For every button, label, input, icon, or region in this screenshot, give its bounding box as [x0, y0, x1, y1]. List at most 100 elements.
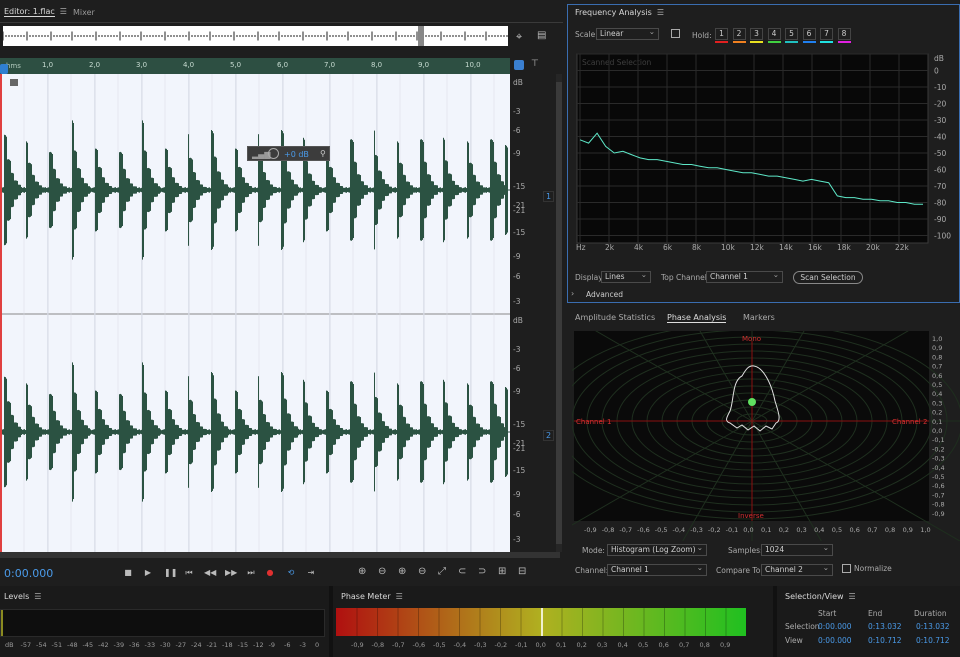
- advanced-chevron-icon[interactable]: ›: [571, 289, 575, 298]
- pin-icon[interactable]: ⊤: [531, 59, 539, 69]
- pause-icon[interactable]: ❚❚: [164, 568, 178, 577]
- waveform-sample: [436, 185, 437, 195]
- db-tick: -9: [513, 490, 521, 499]
- waveform-sample: [85, 183, 86, 197]
- zoom-in-end-icon[interactable]: ⊃: [478, 566, 487, 577]
- waveform-sample: [329, 409, 330, 455]
- waveform-sample: [68, 429, 69, 435]
- volume-hud[interactable]: ▂▄▆ +0 dB ⚲: [247, 146, 330, 161]
- waveform-sample: [108, 183, 109, 197]
- selection-menu-icon[interactable]: ☰: [848, 592, 856, 601]
- zoom-in-amplitude-icon[interactable]: ⊕: [358, 566, 367, 577]
- waveform-sample: [433, 181, 434, 199]
- selection-duration[interactable]: 0:13.032: [916, 622, 950, 631]
- waveform-sample: [59, 420, 60, 444]
- waveform-sample: [96, 390, 97, 474]
- loop-icon[interactable]: ⟲: [287, 568, 295, 577]
- time-display[interactable]: 0:00.000: [4, 567, 54, 580]
- waveform-sample: [146, 393, 147, 471]
- frequency-graph[interactable]: Scanned Selection dB 0 -10 -20 -30 -40 -50 -60 -…: [574, 52, 954, 254]
- play-icon[interactable]: ▶: [144, 568, 152, 577]
- view-end[interactable]: 0:10.712: [868, 636, 902, 645]
- vertical-scrollbar[interactable]: [556, 74, 562, 552]
- selection-start[interactable]: 0:00.000: [818, 622, 852, 631]
- normalize-checkbox[interactable]: [842, 564, 851, 573]
- hold-button-5[interactable]: 5: [785, 28, 798, 40]
- inverse-label: Inverse: [738, 512, 764, 520]
- hold-button-1[interactable]: 1: [715, 28, 728, 40]
- zoom-out-full-icon[interactable]: ⤢: [438, 566, 446, 577]
- skip-end-icon[interactable]: ⏭: [247, 568, 255, 577]
- samples-select[interactable]: 1024: [761, 543, 833, 556]
- zoom-in-start-icon[interactable]: ⊂: [458, 566, 467, 577]
- horizontal-scrollbar[interactable]: [0, 552, 560, 558]
- advanced-toggle[interactable]: Advanced: [586, 290, 624, 299]
- top-channel-select[interactable]: Channel 1: [706, 270, 783, 283]
- snap-icon[interactable]: [514, 60, 524, 70]
- levels-menu-icon[interactable]: ☰: [34, 592, 42, 601]
- zoom-in-time-icon[interactable]: ⊕: [398, 566, 407, 577]
- waveform-overview[interactable]: [3, 26, 508, 46]
- tab-phase-analysis[interactable]: Phase Analysis: [667, 313, 727, 323]
- tab-amplitude-statistics[interactable]: Amplitude Statistics: [575, 313, 656, 322]
- compare-select[interactable]: Channel 2: [761, 563, 833, 576]
- phase-meter-tick: 0,1: [556, 641, 567, 649]
- zoom-selection-icon[interactable]: ⊞: [498, 566, 507, 577]
- scale-select[interactable]: Linear: [596, 27, 659, 40]
- volume-value[interactable]: +0 dB: [284, 150, 309, 159]
- waveform-sample: [211, 372, 212, 492]
- zoom-navigator-icon[interactable]: ⌖: [516, 30, 523, 43]
- hold-button-4[interactable]: 4: [767, 28, 781, 40]
- waveform-sample: [134, 428, 135, 436]
- mixer-tab[interactable]: Mixer: [73, 8, 95, 17]
- fast-forward-icon[interactable]: ▶▶: [225, 568, 238, 577]
- mode-select[interactable]: Histogram (Log Zoom): [607, 543, 707, 556]
- editor-tab[interactable]: Editor: 1.flac ☰: [4, 7, 67, 17]
- skip-selection-icon[interactable]: ⇥: [307, 568, 315, 577]
- hold-button-3[interactable]: 3: [750, 28, 763, 40]
- selection-end[interactable]: 0:13.032: [868, 622, 902, 631]
- channel-select[interactable]: Channel 1: [607, 563, 707, 576]
- hold-button-2[interactable]: 2: [732, 28, 746, 40]
- waveform-sample: [395, 187, 396, 193]
- view-duration[interactable]: 0:10.712: [916, 636, 950, 645]
- waveform-sample: [37, 181, 38, 199]
- waveform-sample: [356, 162, 357, 218]
- zoom-tracks-icon[interactable]: ⊟: [518, 566, 527, 577]
- view-start[interactable]: 0:00.000: [818, 636, 852, 645]
- playhead-handle[interactable]: [0, 64, 8, 74]
- hold-button-7[interactable]: 7: [820, 28, 833, 40]
- freeze-icon[interactable]: [671, 29, 680, 38]
- waveform-sample: [346, 187, 347, 193]
- waveform-sample: [127, 178, 128, 202]
- hold-button-8[interactable]: 8: [837, 28, 851, 40]
- skip-start-icon[interactable]: ⏮: [185, 568, 193, 577]
- display-select[interactable]: Lines: [601, 270, 651, 283]
- phase-tick-right: 0,8: [932, 353, 942, 361]
- freq-menu-icon[interactable]: ☰: [656, 8, 665, 17]
- waveform-sample: [268, 422, 269, 442]
- stop-icon[interactable]: ■: [124, 568, 132, 577]
- waveform-sample: [460, 429, 461, 435]
- channel2-badge[interactable]: 2: [543, 430, 555, 441]
- panel-menu-icon[interactable]: ☰: [59, 7, 67, 16]
- waveform-sample: [14, 422, 15, 442]
- waveform-sample: [3, 429, 4, 435]
- record-icon[interactable]: ●: [266, 568, 274, 577]
- phase-center-dot: [748, 398, 756, 406]
- tab-markers[interactable]: Markers: [743, 313, 775, 322]
- waveform-sample: [415, 429, 416, 435]
- hold-button-6[interactable]: 6: [802, 28, 816, 40]
- channel1-badge[interactable]: 1: [543, 191, 555, 202]
- waveform-sample: [205, 428, 206, 436]
- zoom-out-time-icon[interactable]: ⊖: [418, 566, 427, 577]
- pin-hud-icon[interactable]: ⚲: [320, 149, 326, 158]
- zoom-out-amplitude-icon[interactable]: ⊖: [378, 566, 387, 577]
- scan-selection-button[interactable]: Scan Selection: [793, 271, 863, 284]
- volume-knob-icon[interactable]: [268, 148, 279, 159]
- phase-scope[interactable]: Mono Inverse Channel 1 Channel 2 1,00,90…: [572, 331, 960, 541]
- phase-meter-menu-icon[interactable]: ☰: [395, 592, 403, 601]
- time-ruler[interactable]: hms 1,0 2,0 3,0 4,0 5,0 6,0 7,0 8,0 9,0 10,0: [0, 58, 510, 74]
- spectral-view-icon[interactable]: ▤: [537, 30, 547, 41]
- rewind-icon[interactable]: ◀◀: [204, 568, 217, 577]
